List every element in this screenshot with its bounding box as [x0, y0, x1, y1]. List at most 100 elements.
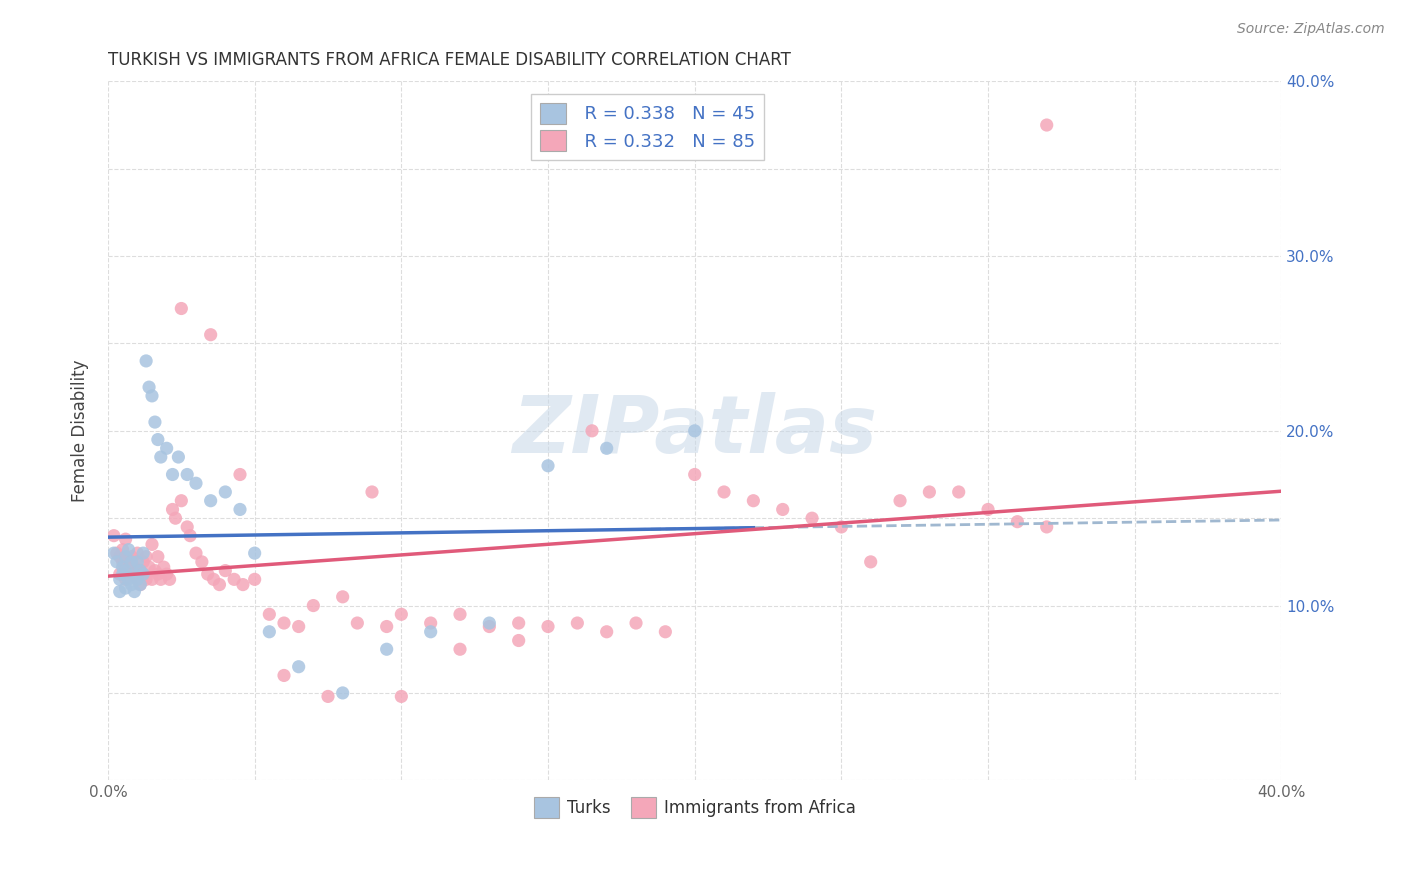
Point: [108, 549, 131, 564]
Point: [120, 577, 142, 591]
Point: [772, 502, 794, 516]
Point: [127, 546, 149, 560]
Point: [508, 615, 530, 630]
Point: [683, 424, 706, 438]
Point: [478, 619, 501, 633]
Point: [143, 415, 166, 429]
Point: [135, 549, 157, 564]
Point: [200, 493, 222, 508]
Point: [302, 599, 325, 613]
Point: [156, 567, 179, 582]
Point: [120, 549, 142, 564]
Point: [114, 532, 136, 546]
Point: [143, 564, 166, 578]
Point: [332, 590, 354, 604]
Point: [537, 619, 560, 633]
Point: [132, 567, 155, 582]
Point: [229, 467, 252, 482]
Point: [165, 511, 187, 525]
Point: [389, 607, 412, 622]
Text: ZIPatlas: ZIPatlas: [512, 392, 877, 470]
Point: [224, 572, 246, 586]
Point: [742, 493, 765, 508]
Point: [149, 572, 172, 586]
Point: [117, 542, 139, 557]
Point: [332, 686, 354, 700]
Legend: Turks, Immigrants from Africa: Turks, Immigrants from Africa: [527, 790, 862, 824]
Point: [127, 572, 149, 586]
Point: [167, 450, 190, 464]
Point: [170, 493, 193, 508]
Point: [1007, 515, 1029, 529]
Point: [127, 572, 149, 586]
Point: [129, 564, 152, 578]
Point: [375, 619, 398, 633]
Text: Source: ZipAtlas.com: Source: ZipAtlas.com: [1237, 22, 1385, 37]
Point: [202, 572, 225, 586]
Point: [117, 555, 139, 569]
Point: [273, 668, 295, 682]
Point: [114, 549, 136, 564]
Point: [508, 633, 530, 648]
Point: [156, 442, 179, 456]
Point: [243, 546, 266, 560]
Point: [111, 542, 134, 557]
Point: [859, 555, 882, 569]
Point: [132, 546, 155, 560]
Point: [127, 555, 149, 569]
Point: [287, 619, 309, 633]
Point: [259, 624, 281, 639]
Point: [114, 572, 136, 586]
Point: [120, 555, 142, 569]
Point: [918, 485, 941, 500]
Point: [1035, 118, 1057, 132]
Point: [138, 560, 160, 574]
Point: [141, 537, 163, 551]
Point: [132, 555, 155, 569]
Point: [141, 389, 163, 403]
Point: [567, 615, 589, 630]
Point: [346, 615, 368, 630]
Point: [129, 577, 152, 591]
Point: [124, 567, 146, 582]
Point: [595, 442, 617, 456]
Point: [108, 567, 131, 582]
Point: [152, 560, 174, 574]
Point: [129, 564, 152, 578]
Y-axis label: Female Disability: Female Disability: [72, 359, 89, 502]
Point: [135, 354, 157, 368]
Point: [117, 564, 139, 578]
Point: [581, 424, 603, 438]
Point: [179, 529, 201, 543]
Point: [114, 564, 136, 578]
Point: [159, 572, 181, 586]
Point: [595, 624, 617, 639]
Point: [103, 546, 125, 560]
Point: [120, 567, 142, 582]
Point: [801, 511, 824, 525]
Point: [375, 642, 398, 657]
Point: [141, 572, 163, 586]
Point: [146, 433, 169, 447]
Point: [132, 567, 155, 582]
Point: [146, 549, 169, 564]
Point: [273, 615, 295, 630]
Point: [449, 642, 471, 657]
Point: [713, 485, 735, 500]
Point: [214, 485, 236, 500]
Point: [361, 485, 384, 500]
Text: TURKISH VS IMMIGRANTS FROM AFRICA FEMALE DISABILITY CORRELATION CHART: TURKISH VS IMMIGRANTS FROM AFRICA FEMALE…: [108, 51, 790, 69]
Point: [259, 607, 281, 622]
Point: [135, 572, 157, 586]
Point: [176, 520, 198, 534]
Point: [191, 555, 214, 569]
Point: [117, 572, 139, 586]
Point: [124, 560, 146, 574]
Point: [232, 577, 254, 591]
Point: [114, 581, 136, 595]
Point: [103, 529, 125, 543]
Point: [200, 327, 222, 342]
Point: [170, 301, 193, 316]
Point: [419, 615, 441, 630]
Point: [129, 577, 152, 591]
